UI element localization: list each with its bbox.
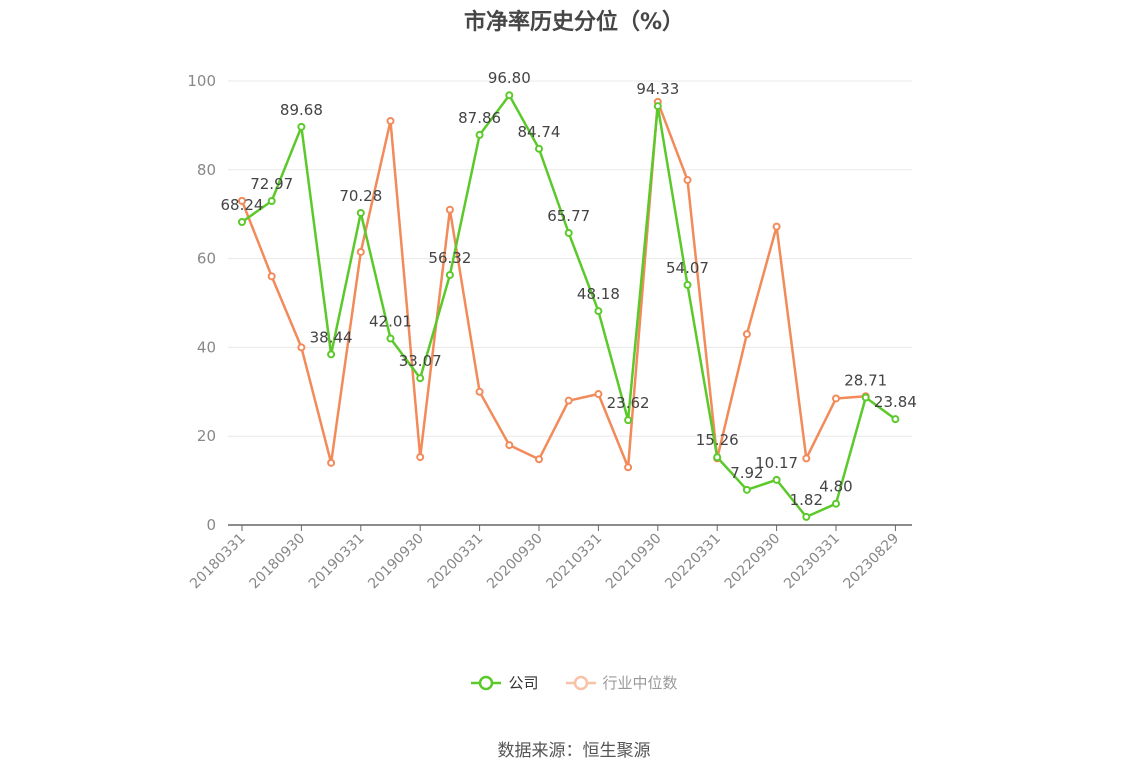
company-point — [356, 208, 365, 217]
company-data-label: 48.18 — [577, 285, 620, 303]
y-tick-label: 60 — [197, 250, 216, 268]
industry-point — [832, 394, 840, 403]
y-tick-label: 0 — [206, 516, 216, 534]
company-data-label: 56.32 — [428, 249, 471, 267]
company-data-label: 4.80 — [819, 478, 852, 496]
industry-point — [772, 222, 781, 231]
company-data-label: 1.82 — [790, 491, 823, 509]
company-point — [386, 334, 395, 343]
company-data-label: 15.26 — [696, 431, 739, 449]
industry-point — [505, 441, 514, 450]
industry-point — [683, 176, 692, 185]
industry-point — [356, 247, 365, 256]
company-data-label: 23.62 — [607, 394, 650, 412]
x-tick-label: 20200331 — [425, 531, 487, 593]
y-tick-label: 80 — [197, 161, 216, 179]
company-point — [772, 475, 781, 484]
industry-point — [802, 454, 811, 463]
industry-point — [416, 453, 425, 462]
company-data-label: 89.68 — [280, 101, 323, 119]
source-note: 数据来源：恒生聚源 — [497, 741, 651, 761]
industry-point — [475, 387, 484, 396]
y-tick-label: 40 — [197, 338, 216, 356]
company-point — [713, 453, 722, 462]
x-tick-label: 20230331 — [781, 531, 843, 593]
company-point — [624, 416, 633, 425]
company-data-label: 65.77 — [547, 207, 590, 225]
company-point — [238, 218, 246, 227]
industry-point — [624, 463, 633, 472]
legend-company-icon — [471, 675, 502, 690]
legend: 公司 行业中位数 — [0, 672, 1148, 693]
industry-point — [238, 196, 246, 205]
industry-point — [267, 272, 276, 281]
industry-point — [594, 390, 603, 399]
industry-point — [327, 458, 336, 467]
company-point — [653, 102, 662, 111]
x-tick-label: 20180930 — [247, 531, 309, 593]
chart-title: 市净率历史分位（%） — [463, 10, 685, 35]
company-data-label: 23.84 — [874, 393, 917, 411]
company-point — [535, 144, 543, 153]
company-data-label: 68.24 — [221, 196, 264, 214]
company-point — [802, 512, 811, 521]
industry-point — [386, 116, 395, 125]
industry-line — [240, 100, 866, 469]
x-tick-label: 20180331 — [187, 531, 249, 593]
company-point — [683, 280, 692, 289]
series — [238, 91, 900, 521]
company-data-label: 7.92 — [730, 464, 763, 482]
x-tick-label: 20220930 — [722, 531, 784, 593]
company-point — [742, 485, 751, 494]
industry-point — [445, 205, 454, 214]
company-point — [416, 374, 425, 383]
x-tick-label: 20210930 — [603, 531, 665, 593]
company-data-label: 84.74 — [518, 123, 561, 141]
x-tick-label: 20210331 — [544, 531, 606, 593]
y-tick-label: 100 — [187, 72, 216, 90]
company-point — [891, 415, 900, 424]
industry-point — [742, 330, 751, 339]
x-tick-label: 20220331 — [662, 531, 724, 593]
company-data-label: 87.86 — [458, 109, 501, 127]
company-point — [297, 122, 306, 131]
company-point — [267, 197, 276, 206]
company-data-label: 42.01 — [369, 312, 412, 330]
company-point — [505, 91, 514, 100]
x-tick-label: 20190331 — [306, 531, 368, 593]
company-data-label: 10.17 — [755, 454, 798, 472]
company-data-label: 33.07 — [399, 352, 442, 370]
legend-industry-label: 行业中位数 — [602, 674, 678, 692]
grid-lines — [228, 80, 912, 437]
company-data-label: 72.97 — [250, 175, 293, 193]
company-data-label: 38.44 — [310, 328, 353, 346]
company-data-label: 94.33 — [636, 80, 679, 98]
legend-company-label: 公司 — [508, 674, 539, 692]
x-tick-label: 20230829 — [841, 531, 903, 593]
data-labels: 68.24 72.97 89.68 38.44 70.28 42.01 33.07 56.32… — [221, 69, 917, 509]
company-point — [594, 307, 603, 316]
industry-point — [564, 396, 573, 405]
legend-industry-icon — [565, 675, 596, 690]
x-tick-label: 20190930 — [365, 531, 427, 593]
legend-item-company[interactable]: 公司 — [470, 672, 539, 693]
x-tick-label: 20200930 — [484, 531, 546, 593]
company-point — [475, 130, 484, 139]
company-data-label: 96.80 — [488, 69, 531, 87]
industry-point — [535, 455, 543, 464]
company-point — [861, 393, 870, 402]
company-point — [832, 499, 840, 508]
legend-item-industry[interactable]: 行业中位数 — [565, 672, 678, 693]
industry-point — [297, 343, 306, 352]
company-point — [564, 228, 573, 237]
company-point — [327, 350, 336, 359]
y-tick-label: 20 — [197, 427, 216, 445]
company-data-label: 54.07 — [666, 259, 709, 277]
company-data-label: 28.71 — [844, 372, 887, 390]
company-point — [445, 270, 454, 279]
company-data-label: 70.28 — [339, 187, 382, 205]
